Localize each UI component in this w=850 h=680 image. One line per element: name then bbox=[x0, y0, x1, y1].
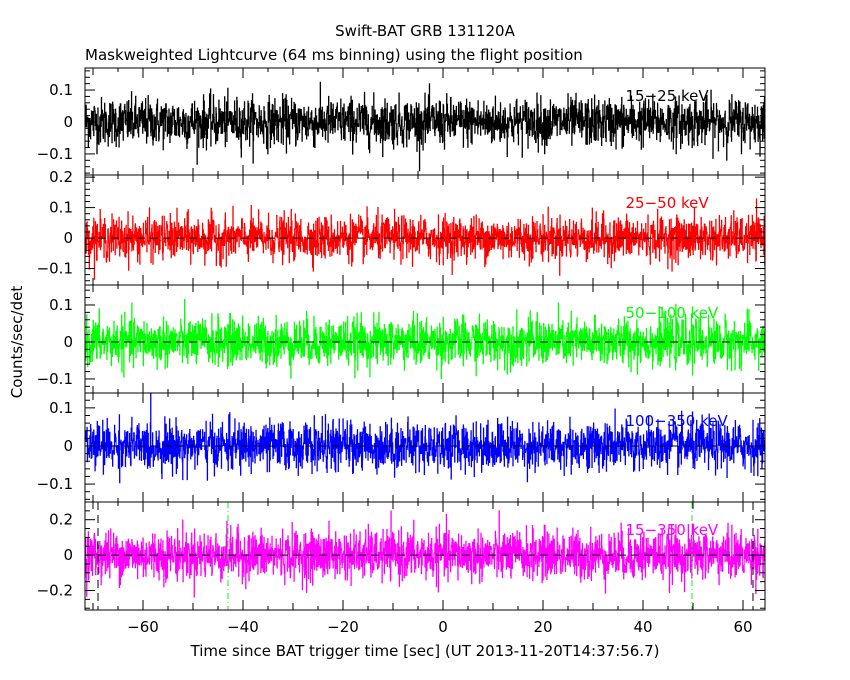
band-label: 100−350 keV bbox=[626, 412, 729, 430]
x-tick-label: −20 bbox=[327, 618, 359, 636]
y-tick-label: −0.1 bbox=[37, 370, 73, 388]
lightcurve-series bbox=[84, 510, 766, 598]
chart-title: Swift-BAT GRB 131120A bbox=[335, 22, 515, 40]
lightcurve-series bbox=[84, 198, 766, 280]
y-tick-label: −0.1 bbox=[37, 475, 73, 493]
x-tick-label: 0 bbox=[438, 618, 448, 636]
x-axis-label: Time since BAT trigger time [sec] (UT 20… bbox=[190, 642, 660, 660]
x-tick-label: 40 bbox=[633, 618, 652, 636]
band-label: 25−50 keV bbox=[626, 194, 710, 212]
band-label: 50−100 keV bbox=[626, 304, 719, 322]
x-tick-label: 20 bbox=[533, 618, 552, 636]
panel-25-50-kev: 25−50 keV 0.2 0.1 0 −0.1 bbox=[37, 168, 766, 286]
y-tick-label: 0.1 bbox=[49, 199, 73, 217]
lightcurve-series bbox=[84, 299, 766, 380]
y-tick-label: 0 bbox=[63, 437, 73, 455]
band-label: 15−350 keV bbox=[626, 521, 719, 539]
y-tick-label: 0.1 bbox=[49, 296, 73, 314]
panel-50-100-kev: 50−100 keV 0.1 0 −0.1 bbox=[37, 284, 766, 394]
y-tick-label: 0.1 bbox=[49, 399, 73, 417]
y-tick-label: 0 bbox=[63, 229, 73, 247]
x-tick-label: −60 bbox=[127, 618, 159, 636]
chart-subtitle: Maskweighted Lightcurve (64 ms binning) … bbox=[85, 46, 583, 64]
panel-100-350-kev: 100−350 keV 0.1 0 −0.1 bbox=[37, 392, 766, 503]
y-tick-label: 0.1 bbox=[49, 81, 73, 99]
x-tick-label: 60 bbox=[733, 618, 752, 636]
y-tick-label: −0.1 bbox=[37, 260, 73, 278]
y-tick-label: −0.2 bbox=[37, 582, 73, 600]
y-tick-label: −0.1 bbox=[37, 145, 73, 163]
panel-frame bbox=[84, 501, 766, 611]
y-tick-label: 0 bbox=[63, 546, 73, 564]
band-label: 15−25 keV bbox=[626, 87, 710, 105]
y-tick-label: 0 bbox=[63, 333, 73, 351]
lightcurve-series bbox=[84, 81, 766, 172]
panel-15-25-kev: 15−25 keV 0.1 0 −0.1 bbox=[37, 67, 766, 176]
y-tick-label: 0.2 bbox=[49, 168, 73, 186]
y-tick-label: 0.2 bbox=[49, 511, 73, 529]
x-tick-label: −40 bbox=[227, 618, 259, 636]
y-axis-label: Counts/sec/det bbox=[8, 286, 26, 399]
y-tick-label: 0 bbox=[63, 113, 73, 131]
panel-15-350-kev: 15−350 keV 0.2 0 −0.2 bbox=[37, 501, 766, 611]
lightcurve-series bbox=[84, 393, 766, 484]
